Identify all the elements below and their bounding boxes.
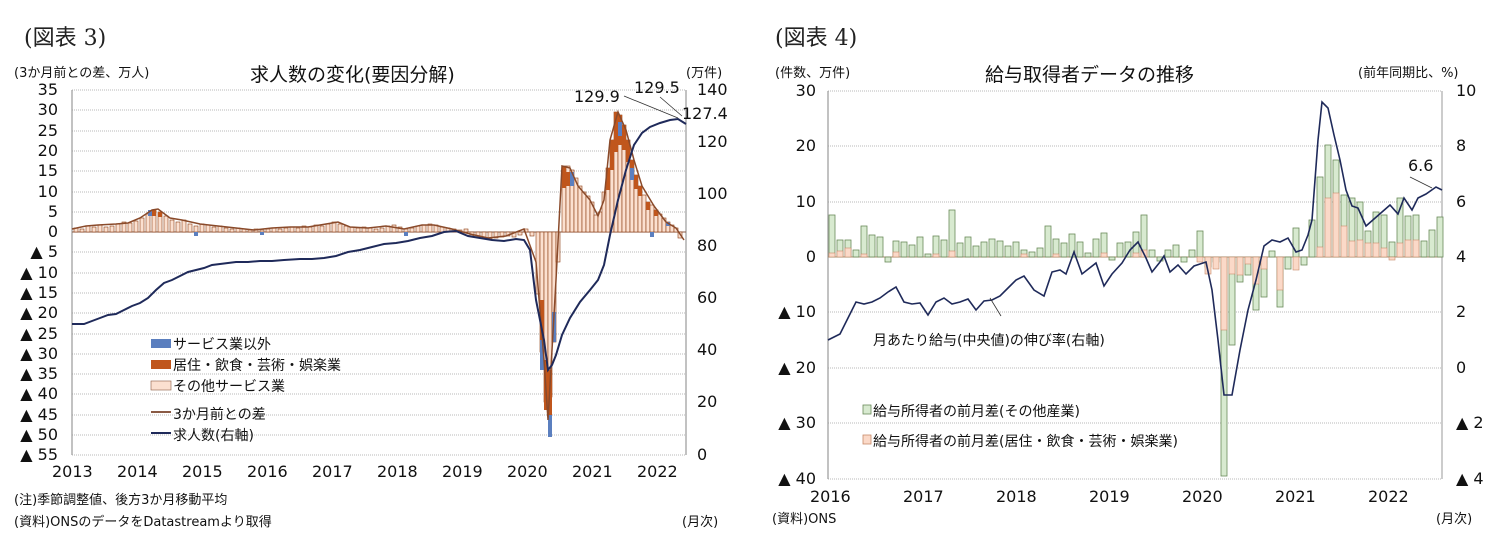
tick: 6 <box>1456 192 1467 211</box>
fig3-right-axis-unit: (万件) <box>686 66 723 81</box>
tick: 2014 <box>117 462 158 481</box>
tick: ▲ 4 <box>1456 469 1484 488</box>
tick: 2013 <box>52 462 93 481</box>
tick: 10 <box>37 182 58 201</box>
tick: 35 <box>37 80 58 99</box>
tick: 30 <box>795 81 816 100</box>
tick: 5 <box>47 202 58 221</box>
tick: ▲ 25 <box>20 324 58 343</box>
tick: 2018 <box>996 487 1037 506</box>
tick: 2021 <box>572 462 613 481</box>
tick: 140 <box>697 80 728 99</box>
tick: 8 <box>1456 136 1467 155</box>
tick: 60 <box>697 288 718 307</box>
tick: 25 <box>37 121 58 140</box>
legend-swatch-accommodation <box>862 434 872 445</box>
tick: 10 <box>795 192 816 211</box>
legend-swatch-other-service <box>150 380 172 391</box>
figure-4-label: (図表 4) <box>775 26 858 51</box>
tick: 2022 <box>637 462 678 481</box>
fig3-gridlines <box>72 89 686 456</box>
fig4-right-axis-unit: (前年同期比、%) <box>1358 66 1459 81</box>
tick: 2019 <box>442 462 483 481</box>
fig3-x-unit: (月次) <box>682 515 719 530</box>
tick: 2020 <box>1182 487 1223 506</box>
legend-item-accommodation: 給与所得者の前月差(居住・飲食・芸術・娯楽業) <box>873 434 1178 450</box>
fig3-chart-canvas <box>71 89 687 456</box>
fig4-annotation-latest: 6.6 <box>1408 156 1434 175</box>
fig4-chart-title: 給与取得者データの推移 <box>985 64 1195 86</box>
legend-item-non-service: サービス業以外 <box>173 337 271 353</box>
fig4-gridlines <box>828 90 1442 480</box>
legend-item-other-service: その他サービス業 <box>173 379 285 395</box>
tick: ▲ 15 <box>20 283 58 302</box>
tick: ▲ 20 <box>778 358 816 377</box>
tick: 2016 <box>247 462 288 481</box>
tick: 30 <box>37 100 58 119</box>
tick: ▲ 30 <box>778 413 816 432</box>
legend-swatch-accommodation <box>151 360 171 369</box>
fig4-chart-canvas <box>827 90 1444 480</box>
tick: 80 <box>697 236 718 255</box>
tick: ▲ 10 <box>20 263 58 282</box>
tick: ▲ 40 <box>778 469 816 488</box>
tick: ▲ 30 <box>20 344 58 363</box>
tick: 0 <box>697 445 708 464</box>
legend-swatch-non-service <box>151 339 171 348</box>
fig4-wage-growth-line <box>827 100 1443 396</box>
tick: ▲ 55 <box>20 445 58 464</box>
fig3-source: (資料)ONSのデータをDatastreamより取得 <box>14 515 272 530</box>
fig4-line-label: 月あたり給与(中央値)の伸び率(右軸) <box>873 333 1105 349</box>
legend-item-diff: 3か月前との差 <box>173 407 266 423</box>
tick: 40 <box>697 340 718 359</box>
tick: ▲ 40 <box>20 384 58 403</box>
tick: ▲ 5 <box>30 242 58 261</box>
tick: 2019 <box>1089 487 1130 506</box>
fig4-bars-accommodation <box>828 192 1420 331</box>
tick: 2015 <box>182 462 223 481</box>
tick: 4 <box>1456 247 1467 266</box>
fig4-bars-other-industries <box>828 144 1444 477</box>
tick: 2020 <box>507 462 548 481</box>
legend-item-job-count: 求人数(右軸) <box>173 428 254 444</box>
tick: 20 <box>697 392 718 411</box>
tick: 2018 <box>377 462 418 481</box>
tick: ▲ 50 <box>20 425 58 444</box>
fig4-left-axis-unit: (件数、万件) <box>775 66 851 81</box>
legend-swatch-other-industries <box>862 404 872 415</box>
tick: ▲ 45 <box>20 405 58 424</box>
tick: 2016 <box>810 487 851 506</box>
tick: 2 <box>1456 302 1467 321</box>
tick: ▲ 35 <box>20 364 58 383</box>
tick: 0 <box>805 247 816 266</box>
tick: 2022 <box>1368 487 1409 506</box>
fig3-diff-line <box>71 109 685 421</box>
tick: ▲ 2 <box>1456 413 1484 432</box>
fig3-note: (注)季節調整値、後方3か月移動平均 <box>14 493 228 508</box>
fig3-annotation-peak: 129.9 <box>574 87 620 106</box>
tick: 20 <box>795 136 816 155</box>
fig4-source: (資料)ONS <box>772 512 837 527</box>
tick: 2021 <box>1275 487 1316 506</box>
tick: 120 <box>697 132 728 151</box>
tick: 15 <box>37 161 58 180</box>
legend-item-accommodation: 居住・飲食・芸術・娯楽業 <box>173 358 341 374</box>
figure-3-label: (図表 3) <box>24 26 107 51</box>
tick: 2017 <box>903 487 944 506</box>
tick: 0 <box>47 222 58 241</box>
tick: ▲ 20 <box>20 303 58 322</box>
tick: 20 <box>37 141 58 160</box>
tick: 0 <box>1456 358 1467 377</box>
fig3-annotation-latest: 127.4 <box>682 104 728 123</box>
legend-item-other-industries: 給与所得者の前月差(その他産業) <box>873 404 1080 420</box>
tick: 10 <box>1456 81 1477 100</box>
fig3-job-count-line <box>72 117 687 373</box>
fig3-left-axis-unit: (3か月前との差、万人) <box>14 66 150 81</box>
tick: ▲ 10 <box>778 302 816 321</box>
fig4-x-unit: (月次) <box>1436 512 1473 527</box>
fig3-annotation-mid: 129.5 <box>634 78 680 97</box>
tick: 100 <box>697 184 728 203</box>
tick: 2017 <box>312 462 353 481</box>
fig3-chart-title: 求人数の変化(要因分解) <box>250 64 455 86</box>
